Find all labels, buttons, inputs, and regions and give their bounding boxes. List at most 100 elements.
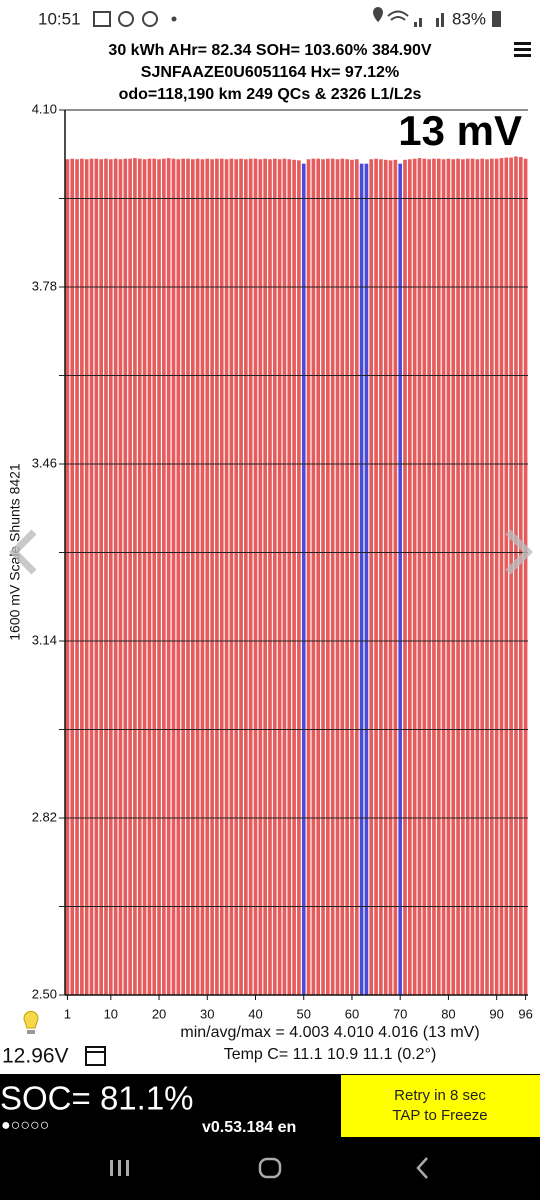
bar	[80, 158, 84, 996]
bar	[268, 159, 272, 995]
x-tick-label: 90	[489, 1006, 503, 1021]
bar	[301, 163, 306, 995]
bar	[142, 159, 147, 995]
y-tick-label: 3.46	[32, 455, 57, 470]
bar	[451, 159, 456, 995]
bar	[287, 159, 292, 995]
aux-voltage: 12.96V	[2, 1045, 69, 1068]
signal-icon	[414, 22, 417, 27]
bar	[104, 158, 108, 996]
menu-bar[interactable]	[514, 54, 531, 57]
bar	[369, 159, 374, 995]
bar	[359, 163, 364, 995]
nav-home[interactable]	[258, 1157, 282, 1179]
bar	[152, 158, 157, 996]
calendar-icon[interactable]	[85, 1046, 106, 1066]
bar	[186, 158, 190, 996]
bar	[84, 159, 89, 995]
bar	[432, 158, 436, 996]
signal-icon	[419, 18, 422, 27]
bar	[234, 159, 239, 995]
bar	[113, 158, 118, 996]
bar	[456, 158, 460, 996]
bar	[244, 159, 248, 995]
bar	[441, 159, 446, 995]
bar	[494, 158, 499, 996]
bar	[475, 159, 480, 995]
prev-arrow[interactable]	[9, 529, 37, 575]
nav-recent[interactable]	[110, 1160, 113, 1176]
temp-text: Temp C= 11.1 10.9 11.1 (0.2°)	[224, 1046, 437, 1063]
bar	[292, 159, 296, 995]
nav-recent[interactable]	[118, 1160, 121, 1176]
menu-button[interactable]	[514, 42, 531, 57]
y-tick-label: 3.14	[32, 632, 57, 647]
bar	[465, 158, 470, 996]
bar	[272, 158, 277, 996]
bar	[181, 158, 185, 996]
bar	[200, 159, 205, 995]
x-tick-label: 50	[297, 1006, 311, 1021]
bar	[70, 158, 75, 996]
bar	[297, 160, 301, 996]
bar	[364, 163, 369, 995]
bar	[306, 159, 311, 995]
bar	[412, 158, 417, 996]
menu-bar[interactable]	[514, 48, 531, 51]
nav-recent[interactable]	[126, 1160, 129, 1176]
dots: ●○○○○	[1, 1117, 49, 1134]
bar	[350, 159, 354, 995]
version-text: v0.53.184 en	[202, 1119, 296, 1136]
nav-back[interactable]	[416, 1157, 428, 1179]
bar	[499, 158, 504, 995]
x-tick-label: 40	[248, 1006, 262, 1021]
bar	[480, 158, 485, 996]
bar	[340, 158, 345, 996]
y-tick-label: 2.50	[32, 986, 57, 1001]
header-line: odo=118,190 km 249 QCs & 2326 L1/L2s	[119, 86, 422, 103]
freeze-button[interactable]	[341, 1075, 540, 1137]
bar	[263, 158, 267, 996]
next-arrow[interactable]	[505, 529, 533, 575]
bar	[123, 158, 128, 996]
x-tick-label: 60	[345, 1006, 359, 1021]
bar	[523, 158, 528, 996]
cell-chart[interactable]: 2.50 2.82 3.14 3.46 3.78 4.10 1 10 20 30 40 50 60 70 8…	[7, 101, 533, 1021]
bar	[326, 158, 330, 996]
bar	[128, 158, 132, 996]
bar	[403, 159, 407, 995]
bar	[89, 158, 94, 996]
y-tick-label: 4.10	[32, 101, 57, 116]
battery-percent: 83%	[452, 9, 486, 28]
status-time: 10:51	[38, 9, 81, 28]
bar	[215, 158, 219, 996]
soc-text: SOC= 81.1%	[0, 1080, 194, 1117]
bar	[157, 159, 161, 995]
menu-bar[interactable]	[514, 42, 531, 45]
signal-icon	[436, 18, 439, 27]
bar	[446, 158, 451, 996]
bar	[219, 158, 224, 996]
bar	[335, 159, 340, 995]
bar	[210, 159, 214, 995]
bar	[162, 158, 166, 996]
bar	[65, 159, 70, 995]
bar	[514, 156, 518, 995]
bar	[398, 163, 403, 995]
bulb-icon[interactable]	[27, 1030, 35, 1034]
status-icon	[142, 11, 158, 27]
x-tick-label: 70	[393, 1006, 407, 1021]
bar	[94, 158, 99, 996]
freeze-text[interactable]: TAP to Freeze	[392, 1107, 487, 1124]
bar	[171, 158, 176, 996]
bar	[316, 158, 321, 996]
bar	[345, 159, 349, 995]
bar	[282, 158, 287, 996]
bar	[224, 159, 229, 995]
bar	[509, 157, 513, 996]
retry-text[interactable]: Retry in 8 sec	[394, 1087, 486, 1104]
bar	[321, 159, 325, 995]
status-icon	[93, 11, 111, 27]
bulb-icon[interactable]	[23, 1010, 39, 1029]
